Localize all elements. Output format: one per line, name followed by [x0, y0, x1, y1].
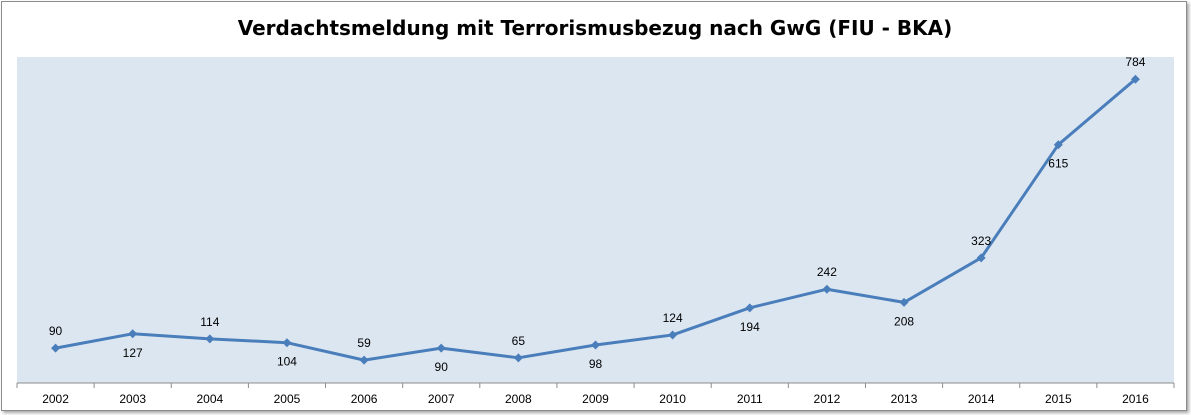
x-tick-label: 2009	[582, 392, 609, 406]
data-point-marker	[976, 253, 986, 263]
x-tick-label: 2016	[1122, 392, 1149, 406]
x-tick-label: 2007	[428, 392, 455, 406]
data-point-marker	[668, 330, 678, 340]
x-tick-label: 2011	[737, 392, 763, 406]
data-point-marker	[1053, 140, 1063, 150]
data-label: 90	[49, 324, 63, 338]
data-point-marker	[282, 338, 292, 348]
data-point-marker	[1130, 74, 1140, 84]
data-label: 784	[1125, 55, 1145, 69]
data-label: 98	[589, 357, 603, 371]
x-tick-label: 2010	[659, 392, 686, 406]
data-label: 208	[894, 314, 914, 328]
x-tick-label: 2002	[42, 392, 69, 406]
data-label: 127	[123, 346, 143, 360]
x-tick-label: 2013	[891, 392, 918, 406]
data-label: 90	[435, 360, 449, 374]
data-point-marker	[205, 334, 215, 344]
data-label: 59	[357, 336, 371, 350]
data-point-marker	[513, 353, 523, 363]
x-tick-label: 2004	[196, 392, 223, 406]
data-label: 104	[277, 355, 297, 369]
x-tick-labels: 2002 2003 2004 2005 2006 2007 2008 2009 2010 2011…	[42, 392, 1149, 406]
data-labels: 90 127 114 104 59 90 65 98 124 194 242 208 323 615 784	[49, 55, 1146, 374]
data-label: 615	[1048, 157, 1068, 171]
x-tick-label: 2005	[274, 392, 301, 406]
series-markers	[51, 74, 1140, 365]
x-tick-label: 2015	[1045, 392, 1072, 406]
data-label: 242	[817, 265, 837, 279]
data-point-marker	[128, 329, 138, 339]
plot-area	[17, 57, 1174, 383]
data-point-marker	[745, 303, 755, 313]
data-label: 194	[740, 320, 760, 334]
data-point-marker	[51, 343, 61, 353]
data-label: 323	[971, 234, 991, 248]
x-ticks	[16, 383, 1175, 388]
data-point-marker	[899, 297, 909, 307]
x-tick-label: 2003	[119, 392, 146, 406]
x-tick-label: 2014	[968, 392, 995, 406]
data-point-marker	[822, 284, 832, 294]
data-point-marker	[591, 340, 600, 350]
x-tick-label: 2012	[814, 392, 841, 406]
data-label: 124	[663, 311, 683, 325]
data-label: 114	[200, 315, 219, 329]
x-tick-label: 2008	[505, 392, 532, 406]
data-point-marker	[359, 355, 369, 365]
x-tick-label: 2006	[351, 392, 378, 406]
data-point-marker	[436, 343, 446, 353]
data-label: 65	[512, 334, 526, 348]
chart-title: Verdachtsmeldung mit Terrorismusbezug na…	[237, 16, 953, 40]
